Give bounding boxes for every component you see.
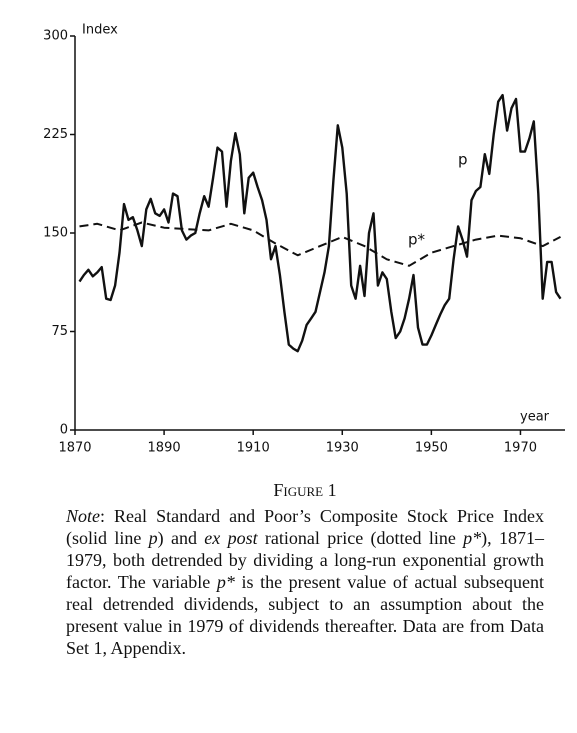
y-axis-label: Index: [82, 23, 118, 38]
y-tick-label: 300: [43, 29, 68, 44]
note-text: p*: [216, 572, 235, 592]
note-text: ), 1871–1979, both detrended by dividing…: [66, 528, 544, 592]
note-text: rational price (dotted line: [257, 528, 464, 548]
annotation-pstar: p*: [408, 231, 426, 249]
y-tick-label: 0: [60, 423, 68, 438]
series-line: [79, 221, 561, 267]
figure-label: Figure 1: [273, 480, 337, 500]
note-text: is the present value of actual subsequen…: [66, 572, 544, 658]
chart: Index year p p* 0 75 150 225 300 1870 1890 1910…: [43, 23, 565, 456]
x-axis-label: year: [520, 410, 550, 425]
annotation-p: p: [458, 151, 468, 169]
note-text: ex post: [204, 528, 258, 548]
x-tick-label: 1910: [237, 441, 270, 456]
x-tick-label: 1950: [415, 441, 448, 456]
caption: Figure 1 Note: Real Standard and Poor’s …: [66, 480, 544, 659]
note-text: ) and: [157, 528, 205, 548]
y-tick-label: 225: [43, 127, 68, 142]
x-tick-label: 1890: [148, 441, 181, 456]
note: Note: Real Standard and Poor’s Composite…: [66, 505, 544, 659]
x-tick-label: 1930: [326, 441, 359, 456]
x-tick-label: 1970: [504, 441, 537, 456]
note-text: : Real Standard and Poor’s Composite Sto…: [66, 506, 544, 548]
y-tick-label: 150: [43, 226, 68, 241]
note-text: p: [148, 528, 158, 548]
note-text: Note: [66, 506, 100, 526]
note-text: p*: [463, 528, 482, 548]
series-line: [78, 93, 562, 353]
y-tick-label: 75: [51, 324, 68, 339]
x-tick-label: 1870: [58, 441, 91, 456]
